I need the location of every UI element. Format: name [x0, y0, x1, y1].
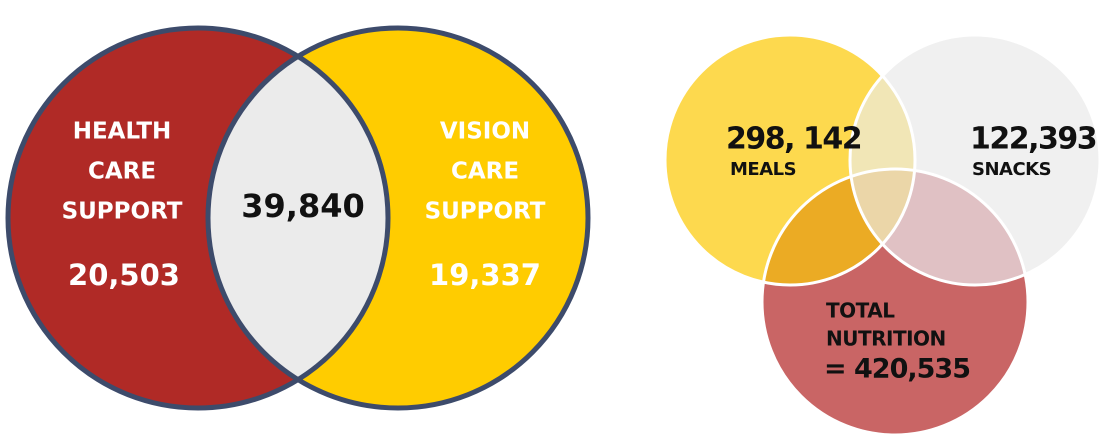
- total-label: NUTRITION: [826, 327, 946, 351]
- health-outline: [5, 25, 391, 411]
- snacks-outline: [848, 33, 1102, 287]
- left-venn: HEALTH CARE SUPPORT 20,503 39,840 VISION…: [5, 25, 591, 411]
- snacks-value: 122,393: [970, 122, 1096, 157]
- right-venn: 298, 142 MEALS 122,393 SNACKS TOTAL NUTR…: [663, 33, 1102, 437]
- snacks-label: SNACKS: [972, 159, 1051, 180]
- snacks-total-overlap: [850, 169, 1028, 285]
- total-label: TOTAL: [826, 299, 895, 323]
- vision-label: VISION: [440, 119, 530, 145]
- total-value: = 420,535: [824, 354, 970, 385]
- meals-outline: [663, 33, 917, 287]
- total-outline: [760, 167, 1030, 437]
- vision-label: SUPPORT: [425, 199, 546, 225]
- health-value: 20,503: [68, 258, 180, 292]
- overlap-region: [208, 28, 388, 408]
- health-label: SUPPORT: [62, 199, 183, 225]
- vision-value: 19,337: [429, 258, 541, 292]
- vision-outline: [205, 25, 591, 411]
- health-label: CARE: [88, 159, 156, 185]
- meals-label: MEALS: [730, 159, 796, 180]
- vision-label: CARE: [451, 159, 519, 185]
- meals-total-overlap: [762, 169, 915, 285]
- overlap-value: 39,840: [241, 187, 364, 225]
- meals-value: 298, 142: [726, 122, 861, 157]
- health-label: HEALTH: [73, 119, 172, 145]
